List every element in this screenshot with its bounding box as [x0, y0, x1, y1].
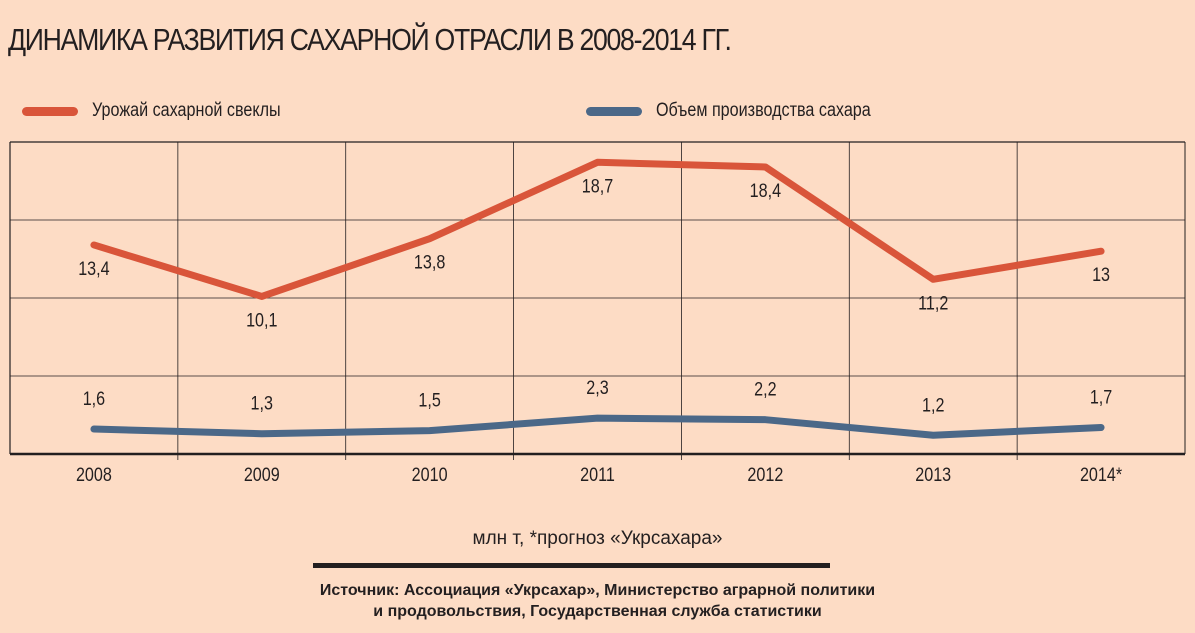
data-label: 1,7: [1090, 386, 1112, 408]
data-label: 18,4: [750, 180, 782, 202]
data-label: 1,2: [922, 394, 944, 416]
data-label: 13,4: [78, 258, 110, 280]
data-label: 2,3: [586, 377, 609, 399]
legend-swatch-blue: [586, 106, 642, 116]
data-label: 13: [1092, 264, 1110, 286]
legend-label: Объем производства сахара: [656, 100, 871, 121]
legend-swatch-red: [22, 106, 78, 116]
data-label: 11,2: [918, 292, 948, 314]
x-tick-label: 2013: [915, 464, 951, 486]
data-label: 1,3: [251, 392, 274, 414]
legend-item-beet: Урожай сахарной свеклы: [22, 100, 314, 122]
source-note: Источник: Ассоциация «Укрсахар», Министе…: [0, 580, 1195, 622]
legend-item-sugar: Объем производства сахара: [586, 100, 909, 122]
chart-title: ДИНАМИКА РАЗВИТИЯ САХАРНОЙ ОТРАСЛИ В 200…: [8, 22, 732, 57]
x-tick-label: 2011: [580, 464, 615, 486]
series-line-sugar: [90, 414, 1105, 439]
x-tick-label: 2008: [76, 464, 112, 486]
x-tick-label: 2014*: [1080, 464, 1122, 486]
x-tick-label: 2012: [747, 464, 783, 486]
data-label: 1,5: [418, 389, 441, 411]
data-label: 2,2: [754, 378, 776, 400]
data-label: 18,7: [582, 175, 613, 197]
source-line-1: Источник: Ассоциация «Укрсахар», Министе…: [319, 582, 876, 599]
data-label: 13,8: [414, 251, 446, 273]
legend-label: Урожай сахарной свеклы: [92, 100, 281, 121]
data-label: 10,1: [246, 309, 277, 331]
source-line-2: и продовольствия, Государственная служба…: [373, 603, 822, 620]
divider: [313, 563, 830, 568]
x-tick-label: 2010: [412, 464, 448, 486]
units-note: млн т, *прогноз «Укрсахара»: [472, 528, 723, 549]
x-tick-label: 2009: [244, 464, 280, 486]
data-label: 1,6: [83, 388, 106, 410]
